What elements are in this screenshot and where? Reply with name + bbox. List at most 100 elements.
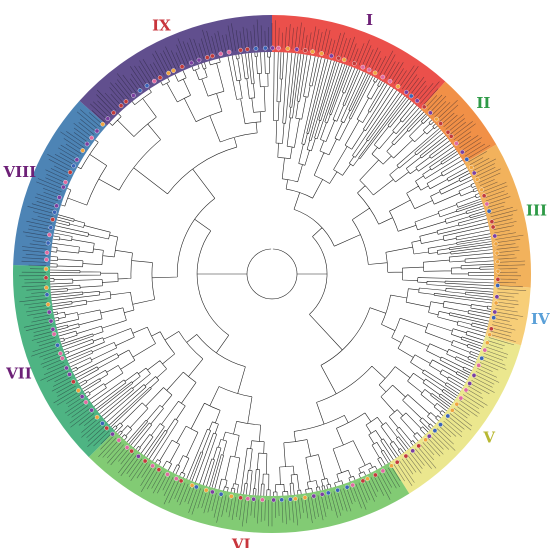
leaf-marker: [494, 250, 500, 256]
leaf-marker: [189, 483, 195, 488]
leaf-marker: [467, 381, 473, 386]
leaf-marker: [54, 203, 59, 209]
leaf-marker: [100, 121, 105, 127]
leaf-marker: [492, 233, 498, 239]
leaf-marker: [271, 497, 276, 503]
leaf-marker: [414, 98, 420, 104]
leaf-marker: [293, 496, 298, 502]
leaf-marker: [488, 326, 494, 332]
clade-label-viii: VIII: [2, 163, 36, 181]
clade-label-iv: IV: [531, 310, 550, 328]
leaf-marker: [45, 240, 51, 246]
leaf-marker: [474, 177, 480, 182]
clade-label-v: V: [482, 429, 495, 447]
leaf-marker: [83, 399, 89, 405]
leaf-marker: [438, 121, 444, 126]
leaf-marker: [445, 129, 451, 135]
clade-ring-segment-iii: [464, 144, 531, 288]
leaf-marker: [80, 148, 85, 153]
leaf-marker: [389, 463, 394, 469]
leaf-marker: [421, 104, 427, 110]
leaf-marker: [218, 491, 224, 497]
leaf-marker: [395, 84, 401, 89]
leaf-marker: [490, 224, 496, 230]
leaf-marker: [445, 413, 451, 419]
leaf-marker: [51, 331, 57, 337]
leaf-marker: [285, 46, 291, 51]
leaf-marker: [329, 53, 334, 59]
leaf-marker: [44, 292, 50, 298]
leaf-marker: [380, 468, 386, 474]
leaf-marker: [74, 157, 80, 163]
leaf-marker: [319, 51, 324, 56]
leaf-marker: [210, 53, 215, 59]
leaf-marker: [423, 437, 428, 443]
leaf-marker: [226, 49, 232, 55]
leaf-marker: [495, 259, 501, 265]
leaf-marker: [387, 78, 393, 84]
leaf-marker: [188, 60, 194, 66]
leaf-marker: [253, 46, 259, 51]
leaf-marker: [476, 363, 482, 368]
leaf-marker: [260, 497, 265, 503]
leaf-marker: [428, 110, 433, 116]
leaf-marker: [495, 268, 501, 274]
leaf-marker: [76, 388, 81, 393]
leaf-marker: [110, 431, 115, 437]
leaf-marker: [464, 157, 470, 162]
clade-ring-segment-iv: [485, 285, 531, 346]
clade-ring-segment-vi: [88, 430, 410, 533]
leaf-marker: [71, 163, 76, 169]
leaf-marker: [194, 484, 199, 490]
leaf-marker: [151, 78, 157, 84]
leaf-marker: [67, 372, 72, 377]
leaf-marker: [105, 116, 111, 121]
leaf-marker: [57, 195, 62, 200]
leaf-marker: [136, 453, 141, 459]
leaf-marker: [494, 294, 500, 300]
leaf-marker: [52, 209, 57, 215]
leaf-marker: [454, 401, 460, 407]
leaf-marker: [311, 493, 317, 499]
leaf-marker: [486, 208, 492, 214]
leaf-marker: [279, 497, 285, 503]
leaf-marker: [196, 57, 202, 63]
leaf-marker: [44, 250, 50, 255]
leaf-marker: [44, 285, 49, 291]
leaf-marker: [471, 373, 477, 378]
leaf-marker: [479, 187, 485, 193]
leaf-marker: [276, 45, 281, 51]
leaf-marker: [270, 45, 275, 51]
leaf-marker: [84, 141, 90, 147]
leaf-marker: [416, 443, 422, 449]
leaf-marker: [100, 421, 105, 426]
leaf-marker: [454, 141, 459, 146]
leaf-marker: [79, 394, 85, 399]
leaf-marker: [468, 165, 474, 170]
leaf-marker: [495, 277, 501, 282]
clade-label-ix: IX: [152, 17, 171, 35]
leaf-marker: [44, 257, 49, 262]
leaf-markers: [43, 45, 501, 503]
leaf-marker: [408, 93, 414, 99]
leaf-marker: [124, 445, 130, 450]
leaf-marker: [262, 45, 268, 51]
leaf-marker: [350, 482, 356, 488]
leaf-marker: [394, 459, 400, 465]
tree-branches: [49, 51, 495, 497]
leaf-marker: [410, 448, 416, 454]
leaf-marker: [484, 340, 490, 346]
leaf-marker: [131, 93, 136, 98]
leaf-marker: [203, 487, 209, 493]
leaf-marker: [61, 184, 66, 190]
leaf-marker: [373, 472, 378, 478]
clade-ring-segment-ii: [420, 81, 497, 163]
leaf-marker: [372, 70, 378, 76]
clade-ring-segment-vii: [12, 264, 116, 458]
leaf-marker: [238, 495, 243, 501]
leaf-marker: [310, 49, 315, 55]
leaf-marker: [245, 47, 250, 52]
leaf-marker: [50, 326, 56, 332]
leaf-marker: [360, 64, 366, 70]
leaf-marker: [137, 88, 143, 93]
